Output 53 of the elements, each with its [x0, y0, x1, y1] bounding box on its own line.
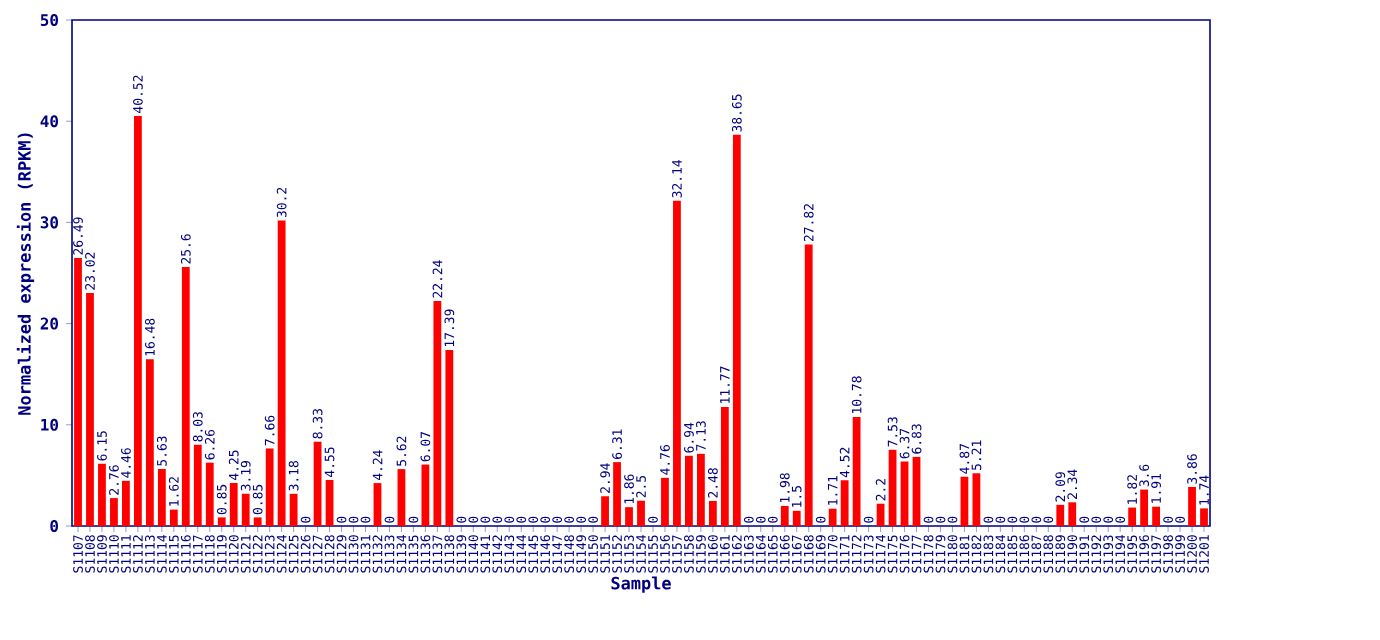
- y-axis-title: Normalized expression (RPKM): [16, 133, 35, 415]
- bar: [720, 406, 729, 526]
- bar: [217, 517, 226, 526]
- bar: [852, 416, 861, 526]
- bar: [253, 517, 262, 526]
- bar: [157, 469, 166, 526]
- bar: [265, 448, 274, 526]
- bar: [122, 480, 130, 526]
- bar: [601, 496, 609, 526]
- bar: [912, 456, 921, 526]
- bar: [697, 453, 705, 526]
- bar: [445, 350, 454, 526]
- bar: [397, 469, 406, 526]
- bar: [325, 479, 334, 526]
- bar: [1056, 504, 1065, 526]
- bar: [840, 480, 849, 526]
- bar: [732, 134, 741, 526]
- bar: [169, 509, 178, 526]
- x-axis-title: Sample: [611, 576, 671, 593]
- bar: [373, 483, 382, 526]
- bar: [289, 493, 298, 526]
- bar: [229, 482, 238, 526]
- bar: [421, 464, 430, 526]
- bar: [1128, 507, 1137, 526]
- bar: [74, 257, 82, 526]
- bar: [1140, 489, 1149, 526]
- bar: [110, 498, 118, 526]
- bar: [205, 462, 214, 526]
- bar: [1068, 502, 1077, 526]
- bar: [637, 500, 645, 526]
- bar: [625, 507, 633, 526]
- bar: [145, 359, 154, 526]
- bar: [1188, 486, 1196, 526]
- bar: [708, 500, 717, 526]
- bar: [661, 477, 669, 526]
- bar: [780, 505, 789, 526]
- bar: [972, 473, 981, 526]
- bar: [1200, 508, 1208, 526]
- bar: [98, 463, 106, 526]
- bar: [181, 266, 190, 526]
- bar: [277, 220, 286, 526]
- bar: [673, 200, 681, 526]
- bar: [433, 300, 442, 526]
- bar: [804, 244, 813, 526]
- bar: [241, 493, 250, 526]
- bar: [685, 455, 693, 526]
- bar: [613, 462, 621, 526]
- bar: [792, 510, 801, 526]
- bar: [193, 444, 202, 526]
- bar: [133, 115, 142, 526]
- bar: [828, 508, 837, 526]
- bar: [86, 293, 94, 526]
- bar: [1152, 506, 1160, 526]
